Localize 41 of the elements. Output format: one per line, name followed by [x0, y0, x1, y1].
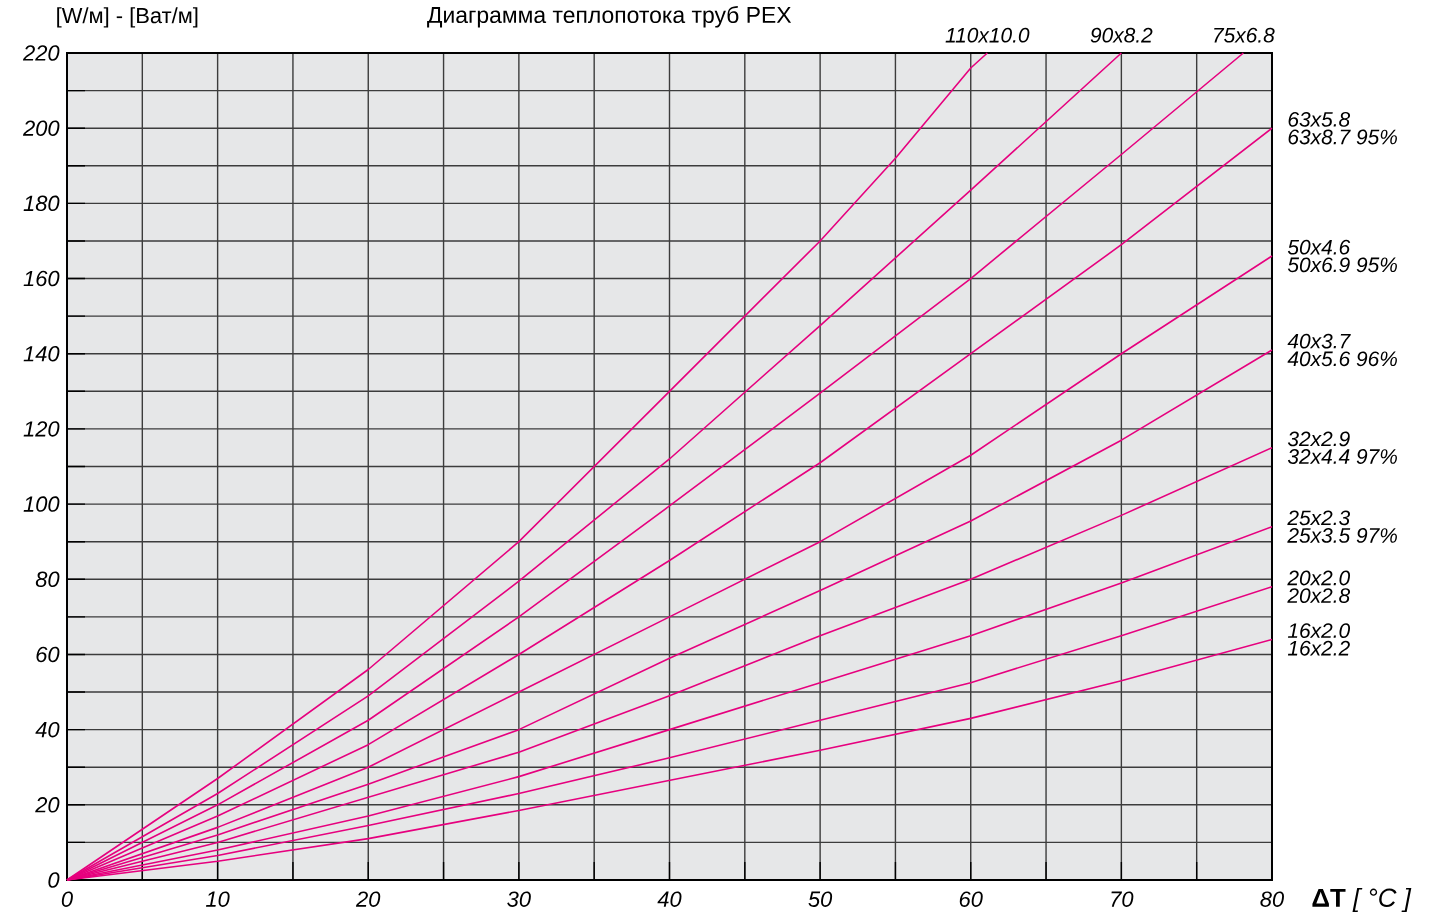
- y-tick-label: 20: [35, 797, 60, 813]
- text: 40x5.6 96%: [1287, 351, 1397, 367]
- x-tick-label: 20: [355, 891, 381, 907]
- y-tick-label: 220: [22, 45, 60, 61]
- x-axis-title: ΔT [ °C ]: [1312, 887, 1412, 913]
- series-label: 32x2.9: [1287, 431, 1350, 447]
- text: 25x3.5 97%: [1287, 528, 1397, 543]
- text: 16x2.2: [1287, 640, 1350, 656]
- series-label: 20x2.0: [1287, 570, 1351, 586]
- x-tick-label: 10: [206, 891, 230, 907]
- y-tick-label: 160: [23, 270, 60, 287]
- x-tick-label: 40: [657, 891, 682, 907]
- series-label: 75x6.8: [1214, 27, 1275, 43]
- text: 63x8.7 95%: [1288, 129, 1397, 145]
- series-label: 50x4.6: [1287, 239, 1351, 255]
- x-tick-label: 60: [959, 891, 983, 907]
- y-tick-label: 80: [35, 571, 60, 588]
- y-tick-label: 180: [23, 195, 60, 212]
- y-axis-title: [W/м] - [Ват/м]: [57, 7, 198, 28]
- y-tick-label: 60: [36, 646, 60, 663]
- text: 50x6.9 95%: [1287, 257, 1397, 273]
- y-tick-label: 0: [48, 872, 60, 888]
- series-label: 63x5.8: [1288, 111, 1351, 127]
- text: 32x4.4 97%: [1287, 449, 1397, 464]
- x-tick-label: 70: [1111, 891, 1134, 907]
- series-label: 40x3.7: [1287, 333, 1351, 349]
- x-tick-label: 30: [507, 891, 531, 907]
- y-tick-label: 120: [23, 421, 60, 437]
- y-tick-label: 140: [23, 345, 60, 362]
- y-tick-label: 40: [35, 721, 60, 738]
- series-label: 25x2.3: [1287, 510, 1350, 526]
- series-label: 90x8.2: [1090, 27, 1153, 43]
- series-label: 16x2.0: [1287, 623, 1351, 639]
- y-tick-label: 200: [22, 120, 60, 136]
- x-tick-label: 0: [61, 891, 73, 907]
- chart-title: Диаграмма теплопотока труб PEX: [427, 6, 792, 28]
- x-tick-label: 50: [808, 891, 833, 907]
- series-label: 110x10.0: [945, 27, 1030, 43]
- text: 20x2.8: [1287, 588, 1351, 604]
- x-tick-label: 80: [1260, 891, 1284, 907]
- y-tick-label: 100: [23, 496, 60, 512]
